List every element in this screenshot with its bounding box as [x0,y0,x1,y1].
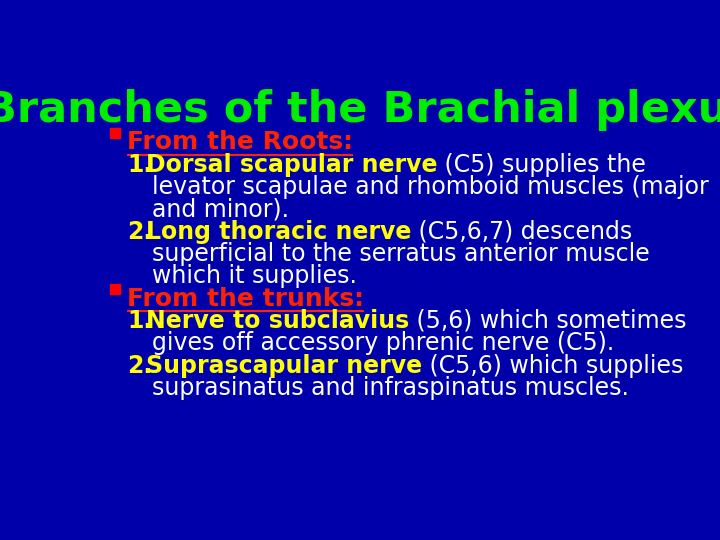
FancyBboxPatch shape [110,128,120,138]
Text: (C5,6,7) descends: (C5,6,7) descends [411,220,632,244]
Text: Branches of the Brachial plexus: Branches of the Brachial plexus [0,90,720,131]
Text: Dorsal scapular nerve: Dorsal scapular nerve [145,153,437,177]
Text: gives off accessory phrenic nerve (C5).: gives off accessory phrenic nerve (C5). [152,331,614,355]
Text: 2.: 2. [127,220,153,244]
Text: 2.: 2. [127,354,153,377]
Text: (C5) supplies the: (C5) supplies the [437,153,646,177]
Text: superficial to the serratus anterior muscle: superficial to the serratus anterior mus… [152,242,649,266]
Text: Long thoracic nerve: Long thoracic nerve [145,220,411,244]
Text: Suprascapular nerve: Suprascapular nerve [145,354,422,377]
FancyBboxPatch shape [110,284,120,294]
Text: From the trunks:: From the trunks: [127,287,364,310]
Text: suprasinatus and infraspinatus muscles.: suprasinatus and infraspinatus muscles. [152,376,629,400]
Text: levator scapulae and rhomboid muscles (major: levator scapulae and rhomboid muscles (m… [152,175,708,199]
Text: (5,6) which sometimes: (5,6) which sometimes [409,309,687,333]
Text: which it supplies.: which it supplies. [152,264,357,288]
Text: Nerve to subclavius: Nerve to subclavius [145,309,409,333]
Text: From the Roots:: From the Roots: [127,130,354,154]
Text: (C5,6) which supplies: (C5,6) which supplies [422,354,683,377]
Text: 1.: 1. [127,309,153,333]
Text: 1.: 1. [127,153,153,177]
Text: and minor).: and minor). [152,197,289,221]
